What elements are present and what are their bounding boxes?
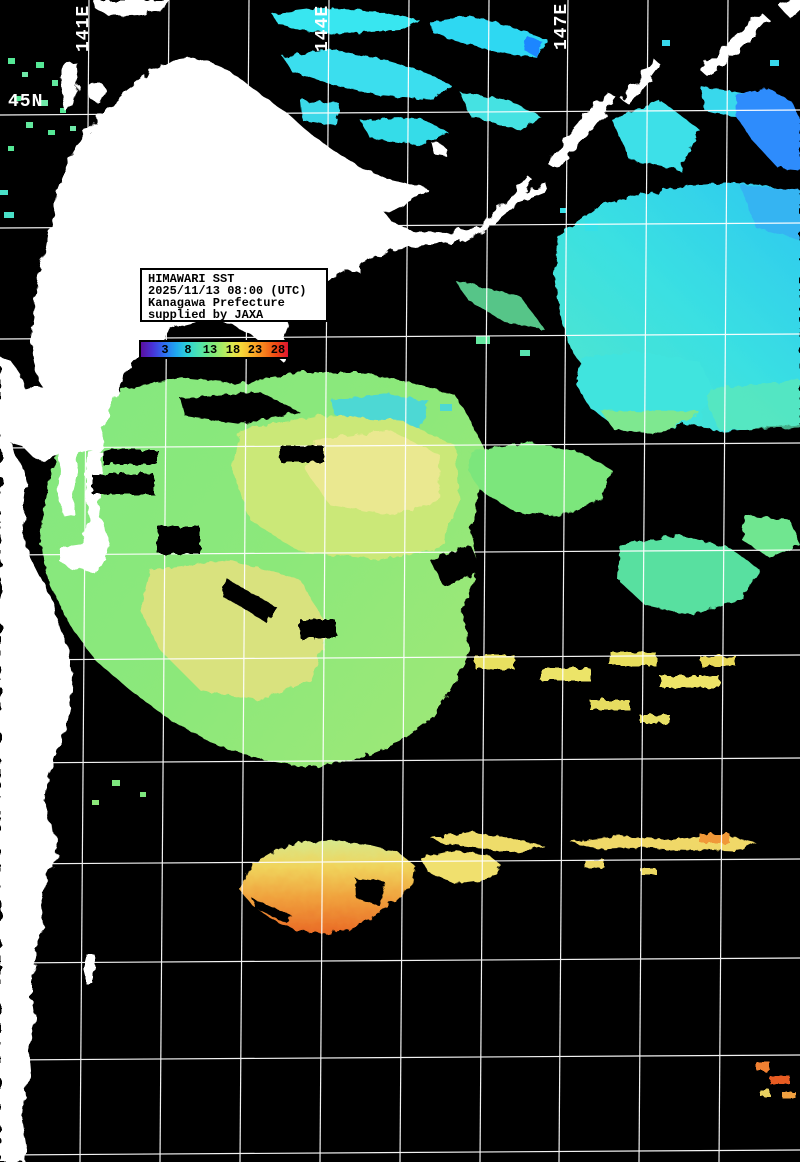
- land-honshu: [0, 357, 73, 1162]
- sst-speckles: [0, 40, 779, 805]
- latitude-label-45n: 45N: [8, 92, 44, 112]
- longitude-label-147e: 147E: [552, 2, 572, 50]
- info-credit: supplied by JAXA: [148, 308, 264, 322]
- cloud-gaps: [92, 392, 482, 638]
- land-islet-2: [346, 262, 358, 271]
- sst-temperature-patches: [40, 8, 800, 1098]
- land-kunashiri: [459, 175, 549, 243]
- land-shimokita: [0, 388, 109, 462]
- info-datetime: 2025/11/13 08:00 (UTC): [148, 284, 307, 298]
- land-sakhalin-tip: [92, 0, 170, 17]
- colorbar-tick: 28: [270, 343, 286, 357]
- land-rebun: [60, 62, 78, 110]
- info-provider: Kanagawa Prefecture: [148, 296, 285, 310]
- land-kuril-2: [621, 60, 661, 104]
- land-islet-1: [431, 142, 446, 156]
- land-islet-3: [86, 954, 94, 984]
- land-mutsu-hook: [58, 545, 92, 570]
- land-kuril-4: [779, 0, 800, 16]
- colorbar-tick: 18: [225, 343, 241, 357]
- land-hokkaido: [31, 57, 477, 452]
- colorbar-tick: 8: [184, 343, 192, 357]
- land-peninsula-a: [58, 446, 78, 516]
- temperature-colorbar: 3 8 13 18 23 28: [139, 340, 290, 359]
- land-islet-4: [44, 860, 53, 867]
- longitude-label-141e: 141E: [74, 4, 94, 52]
- land-rishiri: [87, 83, 107, 101]
- longitude-label-144e: 144E: [313, 4, 333, 52]
- info-box: HIMAWARI SST 2025/11/13 08:00 (UTC) Kana…: [140, 268, 328, 322]
- land-kuril-3: [700, 13, 769, 76]
- colorbar-tick: 23: [247, 343, 263, 357]
- info-title: HIMAWARI SST: [148, 272, 235, 286]
- land-iturup: [547, 93, 616, 168]
- colorbar-tick: 3: [161, 343, 169, 357]
- colorbar-tick: 13: [202, 343, 218, 357]
